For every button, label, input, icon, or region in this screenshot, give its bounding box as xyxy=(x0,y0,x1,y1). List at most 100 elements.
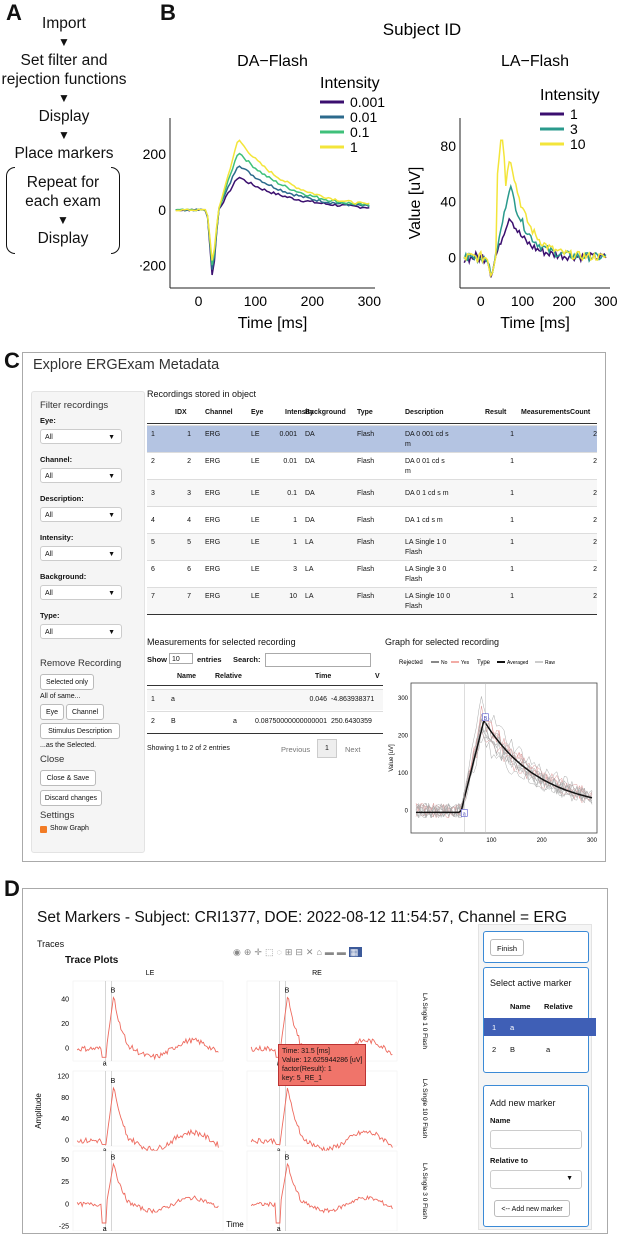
table-header[interactable]: Time xyxy=(315,673,332,680)
y-tick-label: 40 xyxy=(61,996,69,1003)
down-arrow-icon: ▼ xyxy=(58,91,70,105)
cell-idx: 2 xyxy=(187,458,191,465)
y-tick-label: 80 xyxy=(440,138,456,154)
legend-yes: Yes xyxy=(461,660,470,666)
table-header[interactable]: MeasurementsCount xyxy=(521,409,591,416)
y-tick-label: -25 xyxy=(59,1224,69,1231)
cell-bg: LA xyxy=(305,593,314,600)
raw-trace xyxy=(415,713,593,819)
table-header[interactable]: V xyxy=(375,673,380,680)
table-header[interactable]: IDX xyxy=(175,409,187,416)
filter-select[interactable]: All ▼ xyxy=(40,624,122,639)
home-icon[interactable]: ⌂ xyxy=(316,947,325,957)
page-button[interactable]: 1 xyxy=(317,739,337,758)
cell-intensity: 1 xyxy=(293,539,297,546)
camera-icon[interactable]: ◉ xyxy=(233,947,244,957)
as-selected-label: ...as the Selected. xyxy=(40,742,97,749)
plot-frame xyxy=(410,682,598,834)
table-header[interactable]: Eye xyxy=(251,409,264,416)
table-header[interactable]: Relative xyxy=(215,673,242,680)
marker-name-input[interactable] xyxy=(490,1130,582,1149)
table-row[interactable]: 7 7 ERG LE 10 LA Flash LA Single 10 0 1 2 Flash xyxy=(147,587,597,615)
table-row[interactable]: 5 5 ERG LE 1 LA Flash LA Single 1 0 1 2 Flash xyxy=(147,533,597,561)
table-row[interactable]: 4 4 ERG LE 1 DA Flash DA 1 cd s m 1 2 xyxy=(147,506,597,534)
show-graph-checkbox[interactable] xyxy=(40,826,47,833)
y-tick-label: 0 xyxy=(65,1138,69,1145)
channel-button[interactable]: Channel xyxy=(66,704,104,720)
cell-bg: DA xyxy=(305,431,315,438)
next-button[interactable]: Next xyxy=(345,745,361,754)
table-header[interactable]: Channel xyxy=(205,409,233,416)
compare-icon[interactable]: ▬ xyxy=(336,947,349,957)
x-tick-label: 200 xyxy=(537,838,548,844)
previous-button[interactable]: Previous xyxy=(281,745,311,754)
facet-panel xyxy=(72,980,224,1062)
plotly-logo-icon[interactable]: ▦ xyxy=(348,947,363,957)
caret-down-icon: ▼ xyxy=(108,434,115,441)
y-tick-label: 0 xyxy=(405,809,409,815)
marker-row-1[interactable]: 1 a xyxy=(484,1018,596,1036)
eye-button[interactable]: Eye xyxy=(40,704,64,720)
filter-select[interactable]: All ▼ xyxy=(40,429,122,444)
table-header[interactable]: Background xyxy=(305,409,346,416)
table-header[interactable]: Intensity xyxy=(285,409,314,416)
plot-toolbar[interactable]: ◉⊕✛⬚◌⊞⊟✕⌂▬▬▦ xyxy=(233,947,363,958)
facet-panel xyxy=(246,1150,398,1231)
zoom-icon[interactable]: ⊕ xyxy=(243,947,255,957)
y-tick-label: 0 xyxy=(158,202,166,218)
name-label: Name xyxy=(490,1116,511,1125)
marker-sidebar: Finish Select active marker Name Relativ… xyxy=(478,924,596,1230)
filter-select[interactable]: All ▼ xyxy=(40,468,122,483)
autoscale-icon[interactable]: ✕ xyxy=(305,947,317,957)
cell-desc2: Flash xyxy=(405,603,423,610)
close-save-button[interactable]: Close & Save xyxy=(40,770,96,786)
table-header[interactable]: Name xyxy=(177,673,197,680)
relative-to-select[interactable]: ▼ xyxy=(490,1170,582,1189)
filter-select[interactable]: All ▼ xyxy=(40,546,122,561)
cell-eye: LE xyxy=(251,458,260,465)
lasso-icon[interactable]: ◌ xyxy=(276,947,285,957)
table-row[interactable]: 1 a 0.046 -4.863938371 xyxy=(147,689,383,710)
table-header[interactable]: Description xyxy=(405,409,444,416)
cell-idx: 7 xyxy=(187,593,191,600)
filter-select[interactable]: All ▼ xyxy=(40,585,122,600)
marker-row-2[interactable]: 2 B a xyxy=(492,1045,551,1054)
cell-count: 2 xyxy=(593,458,597,465)
add-marker-button[interactable]: <-- Add new marker xyxy=(494,1200,570,1217)
hover-tooltip: Time: 31.5 [ms] Value: 12.625944286 [uV]… xyxy=(278,1044,367,1086)
cell-result: 1 xyxy=(510,458,514,465)
table-header[interactable]: Type xyxy=(357,409,373,416)
cell-bg: DA xyxy=(305,517,315,524)
selected-recording-graph: Rejected No Yes Type Averaged Raw 300 200 100 0 0 1… xyxy=(389,660,598,844)
trace-line xyxy=(250,1162,393,1224)
marker-label-a: a xyxy=(103,1226,107,1231)
y-tick-label: 50 xyxy=(61,1157,69,1164)
sidebar: Filter recordings Eye: All ▼ Channel: All ▼ De… xyxy=(31,391,145,853)
table-row[interactable]: 2 2 ERG LE 0.01 DA Flash DA 0 01 cd s 1 2 m xyxy=(147,452,597,480)
pan-icon[interactable]: ✛ xyxy=(254,947,265,957)
select-marker-title: Select active marker xyxy=(490,978,572,988)
discard-changes-button[interactable]: Discard changes xyxy=(40,790,102,806)
zoom-out-icon[interactable]: ⊟ xyxy=(295,947,306,957)
finish-button[interactable]: Finish xyxy=(490,939,524,956)
box-select-icon[interactable]: ⬚ xyxy=(264,947,277,957)
stimulus-description-button[interactable]: Stimulus Description xyxy=(40,723,120,739)
trace-line xyxy=(76,996,219,1061)
filter-select[interactable]: All ▼ xyxy=(40,507,122,522)
cell-count: 2 xyxy=(593,517,597,524)
selected-only-button[interactable]: Selected only xyxy=(40,674,94,690)
zoom-in-icon[interactable]: ⊞ xyxy=(284,947,296,957)
table-row[interactable]: 6 6 ERG LE 3 LA Flash LA Single 3 0 1 2 Flash xyxy=(147,560,597,588)
cell-n: 3 xyxy=(151,490,155,497)
table-header[interactable]: Result xyxy=(485,409,507,416)
raw-trace xyxy=(415,696,593,818)
table-row[interactable]: 1 1 ERG LE 0.001 DA Flash DA 0 001 cd s 1 2 m xyxy=(147,425,597,453)
y-tick-label: 0 xyxy=(448,249,456,265)
spike-icon[interactable]: ▬ xyxy=(324,947,337,957)
search-input[interactable] xyxy=(265,653,371,667)
page-length-select[interactable]: 10 xyxy=(169,653,193,664)
table-row[interactable]: 3 3 ERG LE 0.1 DA Flash DA 0 1 cd s m 1 2 xyxy=(147,479,597,507)
cell-desc1: DA 1 cd s m xyxy=(405,517,443,524)
add-marker-box: Add new marker Name Relative to ▼ <-- Ad… xyxy=(483,1085,589,1227)
